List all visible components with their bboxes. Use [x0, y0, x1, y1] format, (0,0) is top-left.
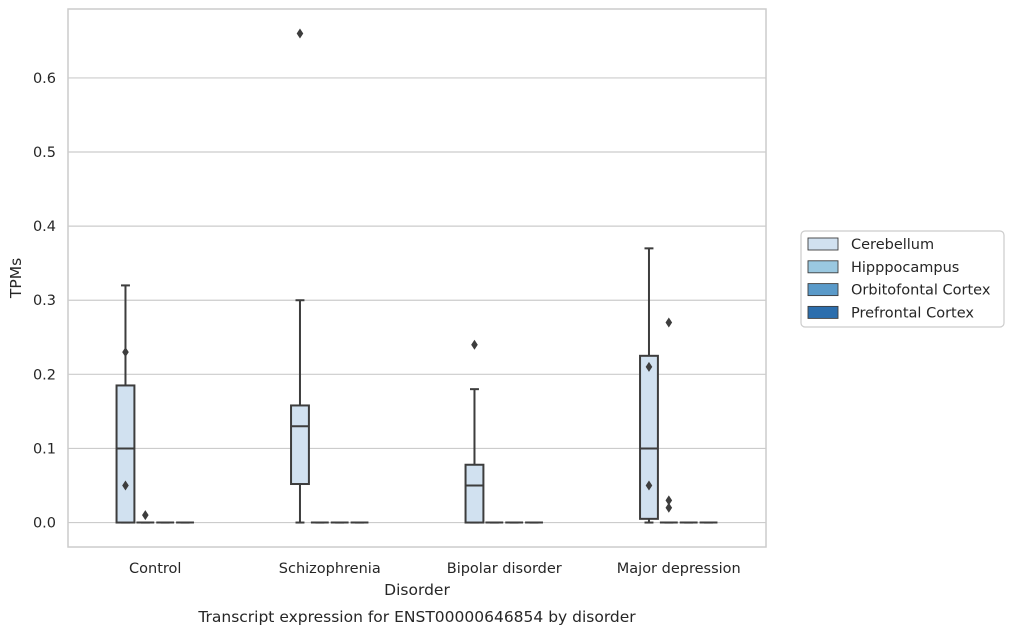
outlier-point — [142, 510, 149, 521]
legend-swatch — [807, 283, 839, 297]
y-tick-label: 0.4 — [33, 219, 56, 235]
outlier-point — [122, 480, 129, 491]
x-axis-label: Disorder — [384, 581, 450, 599]
outlier-point — [296, 28, 304, 39]
box-body — [464, 463, 485, 524]
x-tick-label: Control — [129, 561, 181, 577]
grid-lines — [68, 77, 766, 524]
plot-frame — [67, 8, 767, 548]
legend-label: Prefrontal Cortex — [851, 305, 974, 321]
y-axis-label: TPMs — [7, 258, 25, 299]
legend-label: Cerebellum — [851, 237, 934, 253]
legend-label: Hipppocampus — [851, 260, 959, 276]
box-body — [115, 384, 136, 524]
outlier-point — [122, 347, 129, 358]
y-tick-label: 0.0 — [33, 516, 56, 532]
outlier-point — [645, 480, 653, 491]
box-body — [290, 404, 310, 486]
outlier-point — [665, 317, 673, 328]
box-cerebellum — [290, 28, 310, 524]
x-tick-label: Bipolar disorder — [447, 561, 562, 577]
y-tick-label: 0.6 — [33, 71, 56, 87]
y-tick-label: 0.2 — [33, 367, 56, 383]
y-tick-label: 0.1 — [33, 441, 56, 457]
chart-caption: Transcript expression for ENST0000064685… — [197, 608, 636, 626]
x-tick-label: Major depression — [617, 561, 741, 577]
y-tick-label: 0.5 — [33, 145, 56, 161]
outlier-point — [471, 339, 478, 350]
x-tick-label: Schizophrenia — [279, 561, 381, 577]
box-cerebellum — [464, 339, 485, 524]
box-body — [639, 354, 659, 520]
x-axis-ticks: Control Schizophrenia Bipolar disorder Majo… — [129, 561, 741, 577]
plot-area — [115, 28, 718, 524]
y-tick-label: 0.3 — [33, 293, 56, 309]
y-axis-ticks: 0.0 0.1 0.2 0.3 0.4 0.5 0.6 — [33, 71, 56, 532]
outlier-point — [645, 361, 653, 372]
legend: Cerebellum Hipppocampus Orbitofontal Corte… — [800, 230, 1005, 328]
legend-frame — [800, 230, 1005, 328]
legend-swatch — [807, 260, 839, 274]
legend-label: Orbitofontal Cortex — [851, 283, 991, 299]
legend-swatch — [807, 237, 839, 251]
box-cerebellum — [115, 284, 136, 524]
legend-swatch — [807, 305, 839, 319]
box-cerebellum — [639, 247, 659, 524]
box-hipppocampus — [659, 317, 678, 524]
box-hipppocampus — [136, 510, 155, 524]
outlier-point — [665, 502, 673, 513]
outlier-point — [665, 495, 673, 506]
